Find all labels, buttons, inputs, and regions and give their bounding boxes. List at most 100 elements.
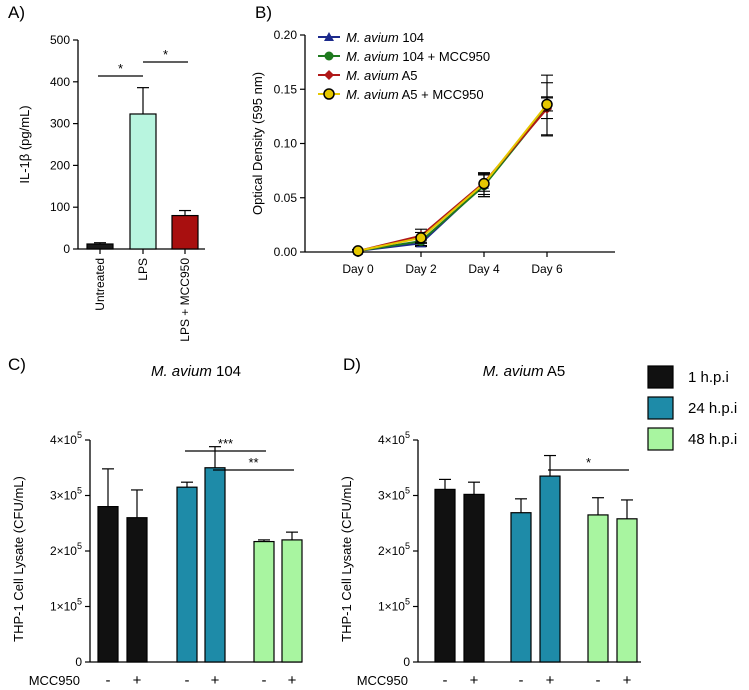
d-y-tick-label-mantissa: 2×10	[378, 544, 405, 558]
c-mcc950-sign: +	[288, 672, 297, 689]
d-mcc950-label: MCC950	[357, 673, 408, 688]
a-bar	[129, 113, 157, 250]
d-y-tick-label: 3×105	[378, 486, 410, 503]
b-legend-label: M. avium A5	[346, 68, 418, 83]
b-legend-label-italic: M. avium	[346, 30, 399, 45]
d-y-tick-label-mantissa: 4×10	[378, 433, 405, 447]
legend-label: 48 h.p.i	[688, 431, 737, 448]
c-significance-2-label: **	[248, 455, 258, 470]
b-legend-label-rest: A5 + MCC950	[399, 87, 484, 102]
d-y-tick-label-exponent: 5	[405, 541, 410, 551]
c-significance-1-label: ***	[218, 436, 233, 451]
a-x-tick-label: Untreated	[93, 258, 107, 311]
d-chart-title-rest: A5	[544, 363, 566, 380]
c-bar	[281, 539, 303, 663]
c-mcc950-sign: -	[185, 672, 190, 689]
c-chart-title-rest: 104	[212, 363, 241, 380]
legend-swatch	[647, 396, 674, 420]
panel-label-a: A)	[8, 3, 25, 22]
b-series-line	[357, 103, 548, 252]
a-significance-2-label: *	[163, 47, 168, 62]
d-chart-title: M. avium A5	[483, 363, 566, 380]
d-bar	[463, 493, 485, 663]
c-mcc950-sign: +	[211, 672, 220, 689]
c-y-axis-label: THP-1 Cell Lysate (CFU/mL)	[11, 476, 26, 642]
c-mcc950-sign: +	[133, 672, 142, 689]
c-y-tick-label-mantissa: 4×10	[50, 433, 77, 447]
legend-cd: 1 h.p.i 24 h.p.i 48 h.p.i	[647, 365, 737, 451]
c-mcc950-label: MCC950	[29, 673, 80, 688]
d-y-tick-label: 2×105	[378, 541, 410, 558]
b-legend-label-italic: M. avium	[346, 87, 399, 102]
b-y-tick-label: 0.15	[274, 82, 298, 96]
c-mcc950-sign: -	[262, 672, 267, 689]
b-legend-swatch-marker	[324, 70, 334, 80]
c-y-tick-label-mantissa: 1×10	[50, 600, 77, 614]
chart-panel-b: 0.00 0.05 0.10 0.15 0.20 Optical Density (595…	[250, 28, 615, 276]
d-bar	[616, 518, 638, 663]
b-legend-label-rest: 104	[399, 30, 424, 45]
a-y-axis-label: IL-1β (pg/mL)	[17, 105, 32, 183]
a-y-tick-label: 500	[50, 33, 70, 47]
d-bar	[539, 475, 561, 663]
b-legend-label-italic: M. avium	[346, 68, 399, 83]
c-mcc950-sign: -	[106, 672, 111, 689]
b-y-tick-label: 0.20	[274, 28, 298, 42]
c-y-tick-label-exponent: 5	[77, 541, 82, 551]
b-legend-swatch-marker	[323, 88, 335, 100]
a-y-tick-label: 200	[50, 158, 70, 172]
b-x-tick-label: Day 0	[342, 262, 374, 276]
d-y-tick-label-exponent: 5	[405, 430, 410, 440]
c-y-tick-label: 4×105	[50, 430, 82, 447]
c-y-tick-label: 1×105	[50, 597, 82, 614]
d-y-tick-label-mantissa: 3×10	[378, 489, 405, 503]
b-legend-label-rest: 104 + MCC950	[399, 49, 490, 64]
a-y-tick-label: 100	[50, 200, 70, 214]
b-x-tick-label: Day 4	[468, 262, 500, 276]
a-y-tick-label: 300	[50, 117, 70, 131]
c-y-tick-label-exponent: 5	[77, 486, 82, 496]
c-y-tick-label: 3×105	[50, 486, 82, 503]
legend-label: 24 h.p.i	[688, 400, 737, 417]
panel-label-c: C)	[8, 355, 26, 374]
d-mcc950-sign: +	[623, 672, 632, 689]
a-x-tick-label: LPS	[136, 258, 150, 281]
b-series-line	[357, 104, 548, 252]
a-significance-1-label: *	[118, 61, 123, 76]
c-y-tick-label-mantissa: 0	[75, 655, 82, 669]
a-y-tick-label: 0	[63, 242, 70, 256]
a-bar	[171, 214, 199, 250]
d-y-axis-label: THP-1 Cell Lysate (CFU/mL)	[339, 476, 354, 642]
b-series-marker	[478, 177, 490, 190]
b-y-tick-label: 0.00	[274, 245, 298, 259]
panel-label-d: D)	[343, 355, 361, 374]
d-y-tick-label-mantissa: 1×10	[378, 600, 405, 614]
b-legend-label: M. avium 104	[346, 30, 424, 45]
d-significance-1-label: *	[586, 455, 591, 470]
chart-panel-a: 0 100 200 300 400 500 IL-1β (pg/mL) Untreated LP…	[17, 33, 205, 342]
a-x-tick-label: LPS + MCC950	[178, 258, 192, 342]
a-y-tick-label: 400	[50, 75, 70, 89]
legend-label: 1 h.p.i	[688, 369, 729, 386]
legend-swatch	[647, 427, 674, 451]
b-series-line	[357, 108, 548, 252]
b-legend-label: M. avium 104 + MCC950	[346, 49, 490, 64]
d-y-tick-label: 0	[403, 655, 410, 669]
c-chart-title: M. avium 104	[151, 363, 241, 380]
b-series-marker	[415, 232, 427, 244]
b-y-tick-label: 0.05	[274, 191, 298, 205]
b-legend-swatch-marker	[324, 32, 334, 41]
c-bar	[204, 467, 226, 663]
d-y-tick-label: 4×105	[378, 430, 410, 447]
d-y-tick-label-exponent: 5	[405, 597, 410, 607]
b-legend-label: M. avium A5 + MCC950	[346, 87, 484, 102]
d-bar	[587, 514, 609, 663]
c-chart-title-italic: M. avium	[151, 363, 212, 380]
d-mcc950-sign: -	[443, 672, 448, 689]
b-x-tick-label: Day 2	[405, 262, 437, 276]
d-mcc950-sign: -	[596, 672, 601, 689]
c-y-tick-label: 0	[75, 655, 82, 669]
